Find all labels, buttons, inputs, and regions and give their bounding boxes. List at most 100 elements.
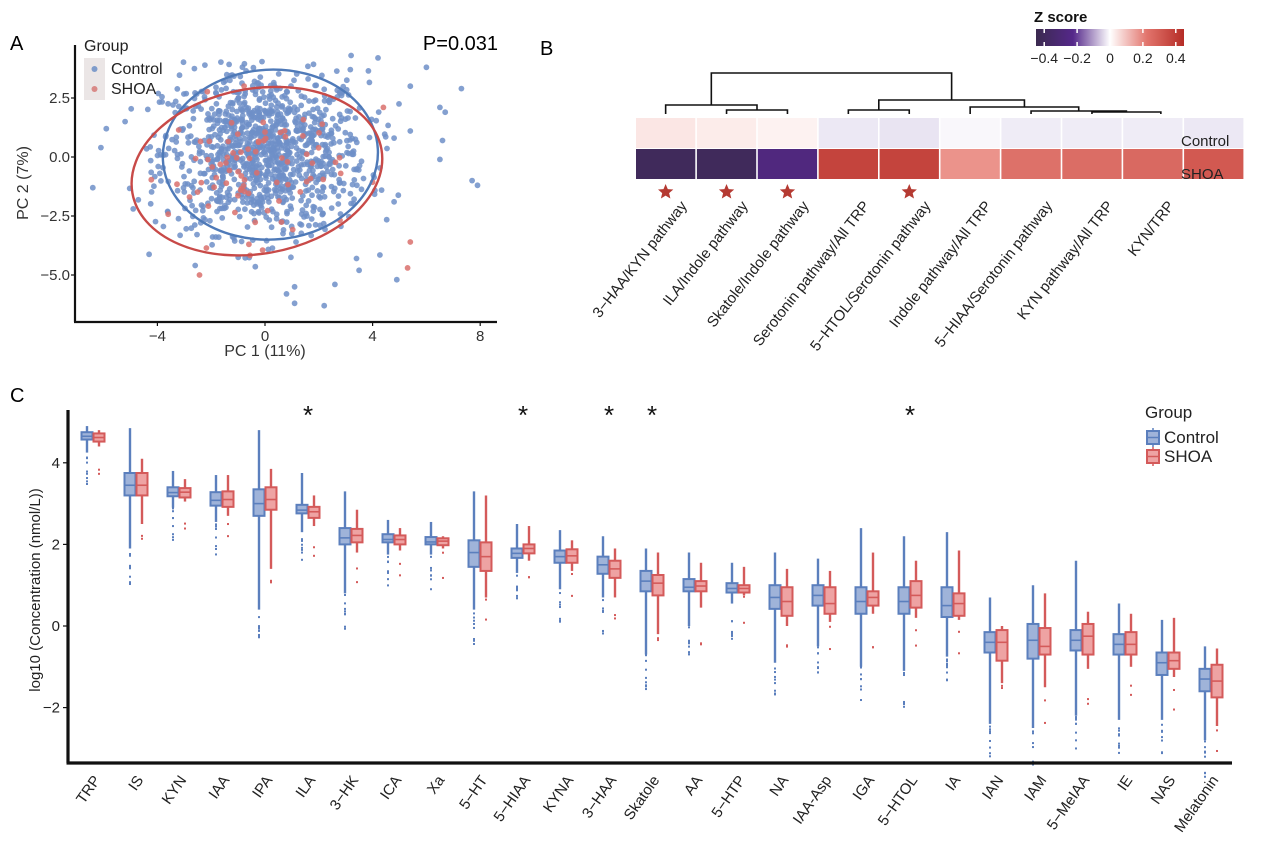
pca-point (340, 83, 347, 90)
pca-point (204, 88, 211, 95)
boxplot-shoa (866, 552, 880, 649)
pca-point (224, 122, 230, 129)
pca-legend-control-dot (91, 66, 98, 72)
outlier-point (344, 607, 346, 610)
pca-point (310, 106, 316, 113)
outlier-point (442, 551, 444, 554)
boxplot-group (1026, 585, 1052, 766)
outlier-point (946, 671, 948, 674)
outlier-point (946, 658, 948, 661)
outlier-point (829, 648, 831, 651)
outlier-point (473, 619, 475, 622)
outlier-point (227, 535, 229, 538)
outlier-point (1032, 746, 1034, 749)
outlier-point (473, 639, 475, 642)
pca-point (289, 195, 296, 202)
pca-point (305, 63, 311, 70)
boxplot-shoa (92, 430, 106, 475)
pca-point (265, 162, 272, 169)
pca-point (287, 99, 294, 106)
boxplot-shoa (479, 495, 493, 621)
pca-legend-shoa-dot (91, 86, 98, 92)
heatmap-cell-control (1123, 118, 1183, 148)
significance-asterisk: * (518, 400, 528, 430)
heatmap-cell-shoa (1062, 149, 1122, 179)
pca-point (300, 133, 306, 139)
pca-point (343, 77, 350, 84)
pca-point (147, 200, 154, 207)
box (135, 472, 149, 497)
boxplot-control (123, 428, 137, 586)
outlier-point (1118, 751, 1120, 754)
pca-point (281, 164, 288, 170)
pca-point (217, 131, 224, 137)
pca-point (345, 150, 352, 157)
outlier-point (215, 536, 217, 539)
heatmap-cell-shoa (818, 149, 878, 179)
box-x-label: IS (125, 773, 147, 794)
outlier-point (688, 653, 690, 656)
outlier-point (1161, 730, 1163, 733)
pca-point (148, 176, 155, 183)
box-x-label: 5−HIAA (490, 773, 534, 825)
outlier-point (1161, 736, 1163, 739)
pca-point (217, 161, 224, 168)
pca-point (245, 190, 252, 197)
pca-point (103, 125, 110, 132)
pca-point (217, 136, 224, 143)
pca-points (89, 52, 481, 309)
outlier-point (129, 565, 131, 568)
pca-point (382, 133, 389, 140)
outlier-point (473, 622, 475, 625)
outlier-point (227, 523, 229, 526)
pca-point (302, 142, 309, 149)
pca-point (232, 209, 238, 216)
pca-point (98, 144, 104, 151)
box-x-label: IPA (249, 773, 276, 802)
outlier-point (774, 667, 776, 670)
pca-point (251, 210, 257, 217)
pca-point (303, 151, 310, 158)
pca-point (342, 162, 349, 169)
pca-point (288, 155, 295, 162)
outlier-point (1204, 746, 1206, 749)
box (1038, 627, 1052, 656)
pca-point (196, 150, 203, 157)
pca-point (198, 179, 205, 186)
pca-point (219, 215, 226, 221)
outlier-point (786, 645, 788, 648)
pca-point (213, 84, 219, 91)
outlier-point (688, 645, 690, 648)
outlier-point (559, 620, 561, 623)
pca-point (284, 210, 290, 217)
outlier-point (86, 480, 88, 483)
pca-point (308, 149, 315, 156)
pca-point (252, 148, 259, 155)
pca-point (319, 72, 325, 79)
outlier-point (1044, 699, 1046, 702)
outlier-point (559, 592, 561, 595)
pca-point (303, 171, 310, 178)
pca-point (130, 206, 137, 212)
box-x-label: 5−MeIAA (1044, 773, 1094, 834)
outlier-point (1075, 716, 1077, 719)
pca-point (391, 198, 397, 205)
outlier-point (1075, 722, 1077, 725)
pca-point (303, 188, 309, 194)
outlier-point (1075, 739, 1077, 742)
pca-point (250, 126, 257, 133)
outlier-point (387, 571, 389, 574)
pca-point (260, 119, 267, 126)
pca-point (181, 91, 187, 97)
pca-point (279, 155, 285, 161)
outlier-point (645, 685, 647, 688)
pca-point (200, 215, 207, 221)
pca-point (396, 101, 402, 107)
box (897, 586, 911, 615)
pca-point (230, 131, 237, 138)
boxplot-group (424, 521, 450, 591)
pca-point (303, 178, 310, 185)
boxplot-shoa (780, 568, 794, 648)
outlier-point (528, 576, 530, 579)
pca-point (377, 252, 383, 258)
